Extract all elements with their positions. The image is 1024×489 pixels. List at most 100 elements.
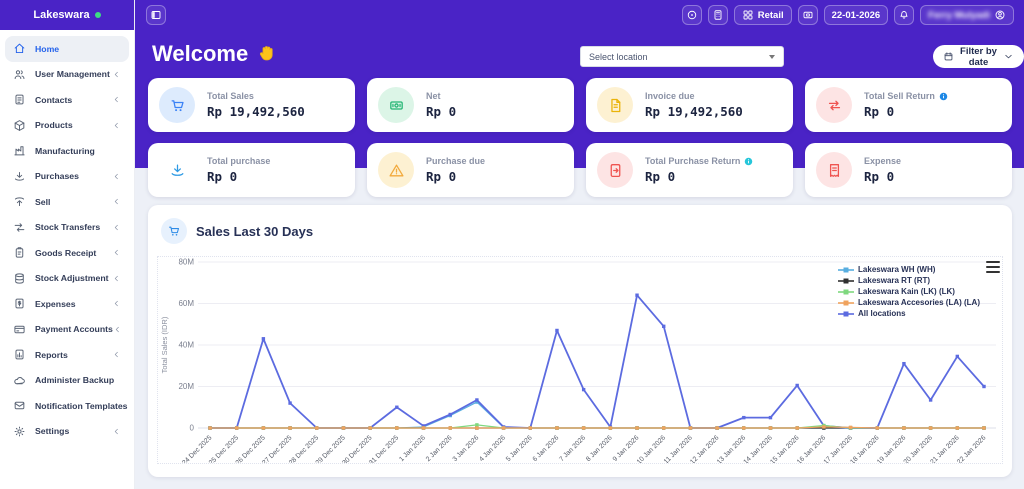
sidebar-item-settings[interactable]: Settings — [5, 419, 129, 445]
cart-icon — [159, 87, 195, 123]
chevron-left-icon — [112, 172, 121, 181]
mail-icon — [13, 399, 26, 412]
sidebar-item-payment-accounts[interactable]: Payment Accounts — [5, 317, 129, 343]
cart-icon — [161, 218, 187, 244]
upload-icon — [13, 195, 26, 208]
kpi-card-expense: Expense Rp 0 — [805, 143, 1012, 197]
credit-card-icon — [13, 323, 26, 336]
svg-text:12 Jan 2026: 12 Jan 2026 — [689, 434, 721, 463]
sidebar-item-reports[interactable]: Reports — [5, 342, 129, 368]
database-icon — [13, 272, 26, 285]
svg-text:18 Jan 2026: 18 Jan 2026 — [849, 434, 881, 463]
kpi-value: Rp 0 — [864, 104, 895, 119]
retail-button[interactable]: Retail — [733, 5, 792, 25]
sidebar-item-label: Administer Backup — [35, 375, 115, 386]
sidebar-item-label: Products — [35, 120, 73, 131]
chart-plot-area[interactable]: 0 20M 40M 60M 80M Total Sales (IDR) 24 Dec 202… — [157, 256, 1003, 467]
chevron-left-icon — [112, 95, 121, 104]
download-icon — [159, 152, 195, 188]
svg-text:4 Jan 2026: 4 Jan 2026 — [478, 434, 507, 463]
sidebar-item-goods-receipt[interactable]: Goods Receipt — [5, 240, 129, 266]
legend-label: Lakeswara Kain (LK) (LK) — [858, 287, 955, 296]
kpi-label: Expense — [864, 156, 902, 166]
svg-text:24 Dec 2025: 24 Dec 2025 — [181, 434, 213, 463]
pos-target-button[interactable] — [681, 5, 702, 25]
sidebar-item-administer-backup[interactable]: Administer Backup — [5, 368, 129, 394]
receipt-icon — [816, 152, 852, 188]
calculator-button[interactable] — [707, 5, 728, 25]
legend-item-lakeswara-kain-lk-lk[interactable]: Lakeswara Kain (LK) (LK) — [838, 287, 980, 296]
sidebar-item-label: Contacts — [35, 94, 73, 105]
svg-text:3 Jan 2026: 3 Jan 2026 — [452, 434, 481, 463]
calendar-icon — [943, 51, 954, 62]
kpi-cards: Total Sales Rp 19,492,560 Net Rp 0 Invoice d… — [148, 78, 1012, 197]
location-select[interactable]: Select location — [580, 46, 784, 67]
topbar-actions: Retail 22-01-2026 Ferry Mulyadi — [681, 5, 1014, 25]
sidebar-toggle-button[interactable] — [146, 5, 166, 25]
legend-item-all-locations[interactable]: All locations — [838, 309, 980, 318]
sidebar-item-manufacturing[interactable]: Manufacturing — [5, 138, 129, 164]
chart-legend: Lakeswara WH (WH) Lakeswara RT (RT) Lakesw… — [838, 265, 980, 318]
kpi-label: Purchase due — [426, 156, 486, 166]
download-icon — [13, 170, 26, 183]
sidebar-item-label: Purchases — [35, 171, 79, 182]
kpi-card-purchase-due: Purchase due Rp 0 — [367, 143, 574, 197]
svg-text:5 Jan 2026: 5 Jan 2026 — [505, 434, 534, 463]
brand-name: Lakeswara — [33, 9, 90, 21]
info-icon[interactable] — [744, 157, 753, 166]
svg-text:0: 0 — [190, 424, 195, 433]
svg-text:30 Dec 2025: 30 Dec 2025 — [341, 434, 373, 463]
sidebar-item-purchases[interactable]: Purchases — [5, 164, 129, 190]
kpi-label: Total Purchase Return — [645, 156, 753, 166]
kpi-label: Total purchase — [207, 156, 271, 166]
chart-menu-button[interactable] — [986, 261, 1000, 273]
sidebar-item-label: Expenses — [35, 298, 76, 309]
user-name: Ferry Mulyadi — [928, 9, 990, 21]
sidebar-item-sell[interactable]: Sell — [5, 189, 129, 215]
svg-text:20 Jan 2026: 20 Jan 2026 — [903, 434, 935, 463]
sidebar-item-label: Manufacturing — [35, 145, 95, 156]
sidebar-item-expenses[interactable]: Expenses — [5, 291, 129, 317]
date-button[interactable]: 22-01-2026 — [823, 5, 889, 25]
svg-text:29 Dec 2025: 29 Dec 2025 — [315, 434, 347, 463]
cloud-icon — [13, 374, 26, 387]
page-title: Welcome — [152, 41, 277, 67]
sidebar-item-products[interactable]: Products — [5, 113, 129, 139]
legend-item-lakeswara-wh-wh[interactable]: Lakeswara WH (WH) — [838, 265, 980, 274]
sidebar-item-label: Home — [35, 43, 60, 54]
top-navbar: Retail 22-01-2026 Ferry Mulyadi — [135, 0, 1024, 30]
legend-label: Lakeswara RT (RT) — [858, 276, 931, 285]
sidebar-item-stock-transfers[interactable]: Stock Transfers — [5, 215, 129, 241]
kpi-value: Rp 19,492,560 — [645, 104, 743, 119]
sidebar-item-notification-templates[interactable]: Notification Templates — [5, 393, 129, 419]
svg-text:1 Jan 2026: 1 Jan 2026 — [398, 434, 427, 463]
sidebar-item-stock-adjustment[interactable]: Stock Adjustment — [5, 266, 129, 292]
legend-item-lakeswara-rt-rt[interactable]: Lakeswara RT (RT) — [838, 276, 980, 285]
svg-text:2 Jan 2026: 2 Jan 2026 — [425, 434, 454, 463]
chevron-left-icon — [112, 274, 121, 283]
svg-text:17 Jan 2026: 17 Jan 2026 — [823, 434, 855, 463]
svg-text:25 Dec 2025: 25 Dec 2025 — [208, 434, 240, 463]
chart-title: Sales Last 30 Days — [196, 223, 314, 239]
svg-text:15 Jan 2026: 15 Jan 2026 — [769, 434, 801, 463]
sidebar-item-label: User Management — [35, 69, 110, 80]
chart-header: Sales Last 30 Days — [161, 218, 313, 244]
return-doc-icon — [597, 152, 633, 188]
notifications-button[interactable] — [894, 5, 915, 25]
sidebar-item-contacts[interactable]: Contacts — [5, 87, 129, 113]
svg-text:40M: 40M — [178, 341, 194, 350]
sidebar-item-user-management[interactable]: User Management — [5, 62, 129, 88]
sidebar-item-home[interactable]: Home — [5, 36, 129, 62]
sidebar-item-label: Stock Adjustment — [35, 273, 109, 284]
sidebar-item-label: Settings — [35, 426, 70, 437]
brand-status-dot — [94, 12, 101, 18]
legend-item-lakeswara-accesories-la-la[interactable]: Lakeswara Accesories (LA) (LA) — [838, 298, 980, 307]
cash-register-icon — [802, 9, 814, 21]
brand[interactable]: Lakeswara — [0, 0, 134, 30]
filter-by-date-button[interactable]: Filter by date — [933, 45, 1024, 68]
svg-text:10 Jan 2026: 10 Jan 2026 — [636, 434, 668, 463]
sidebar-toggle-icon — [150, 9, 162, 21]
info-icon[interactable] — [939, 92, 948, 101]
user-menu-button[interactable]: Ferry Mulyadi — [920, 5, 1014, 25]
cash-register-button[interactable] — [797, 5, 818, 25]
